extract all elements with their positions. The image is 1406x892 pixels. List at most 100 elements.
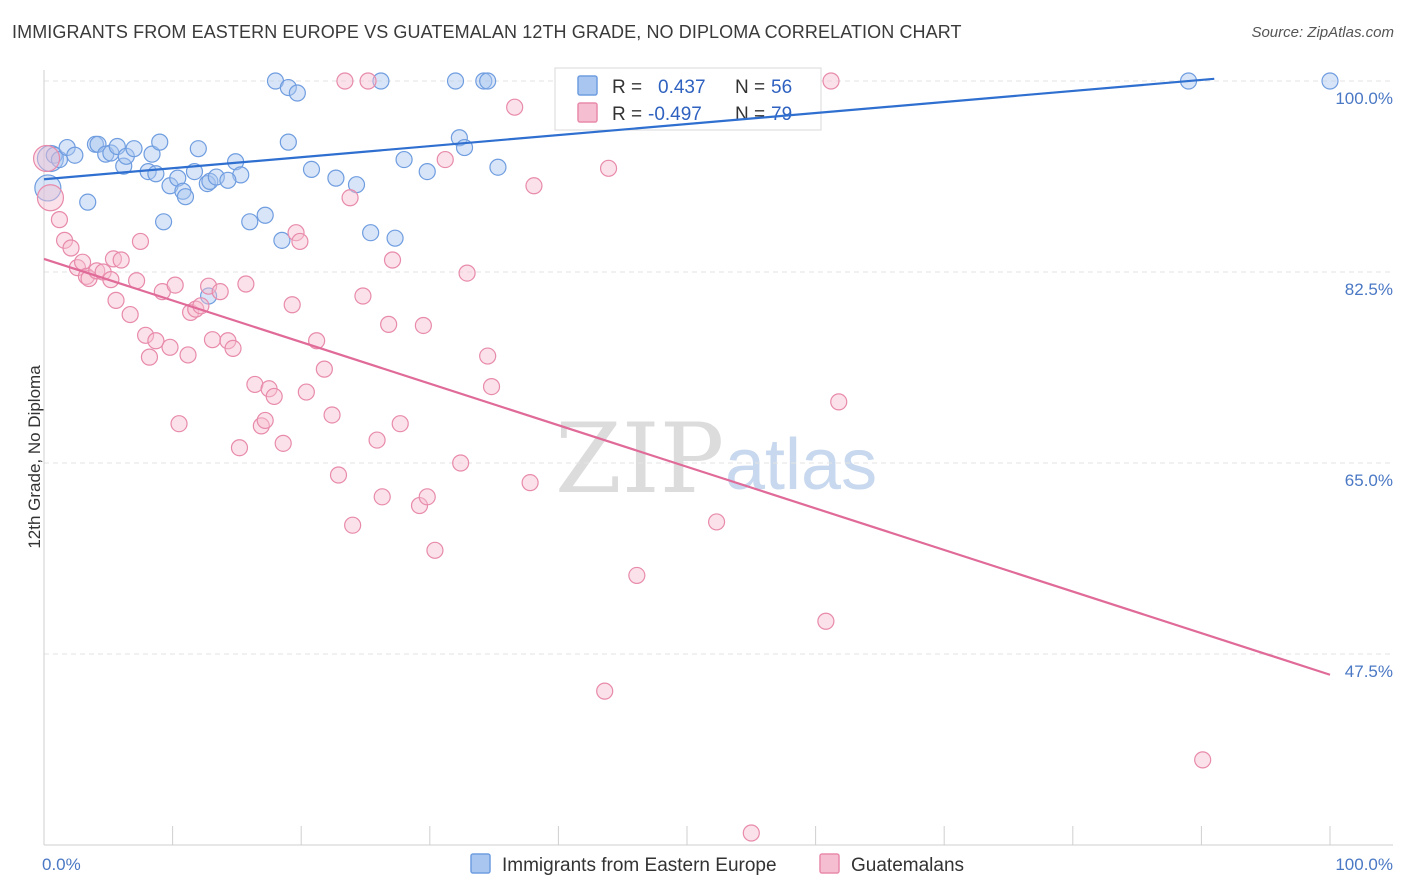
point-eastern-europe bbox=[154, 213, 173, 231]
point-guatemalan bbox=[224, 339, 242, 357]
source-credit: Source: ZipAtlas.com bbox=[1251, 24, 1394, 41]
point-guatemalan bbox=[297, 383, 315, 401]
point-guatemalan bbox=[283, 296, 301, 314]
point-eastern-europe bbox=[386, 229, 404, 247]
legend-n-value-blue: 56 bbox=[771, 77, 792, 98]
point-eastern-europe bbox=[241, 213, 259, 231]
point-guatemalan bbox=[136, 326, 155, 344]
point-guatemalan bbox=[287, 224, 305, 242]
point-eastern-europe bbox=[115, 157, 133, 175]
point-guatemalan bbox=[1194, 751, 1212, 769]
legend-r-value-pink: -0.497 bbox=[648, 104, 702, 125]
point-guatemalan bbox=[599, 159, 618, 177]
trendline-guatemalan bbox=[43, 257, 1331, 676]
point-guatemalan bbox=[62, 239, 80, 257]
point-eastern-europe bbox=[143, 145, 161, 163]
point-guatemalan bbox=[414, 316, 432, 335]
point-eastern-europe bbox=[256, 206, 274, 224]
point-eastern-europe bbox=[279, 133, 297, 151]
point-guatemalan bbox=[344, 516, 362, 534]
point-guatemalan bbox=[383, 251, 402, 269]
point-guatemalan bbox=[161, 338, 179, 356]
point-guatemalan bbox=[628, 566, 646, 585]
point-guatemalan bbox=[230, 439, 249, 457]
point-guatemalan bbox=[147, 332, 165, 350]
point-eastern-europe bbox=[125, 140, 143, 158]
gridlines bbox=[44, 80, 1393, 655]
legend-swatch-blue bbox=[577, 75, 598, 96]
point-guatemalan bbox=[179, 346, 197, 364]
point-guatemalan bbox=[359, 72, 377, 90]
point-guatemalan bbox=[323, 406, 341, 424]
point-eastern-europe bbox=[176, 188, 195, 206]
legend-swatch-pink bbox=[577, 102, 598, 123]
point-guatemalan bbox=[50, 211, 69, 229]
legend: R = 0.437 N = 56 R = -0.497 N = 79 bbox=[554, 67, 822, 131]
point-guatemalan bbox=[380, 315, 398, 333]
point-eastern-europe bbox=[66, 146, 84, 164]
point-eastern-europe bbox=[288, 84, 306, 102]
y-axis-label: 12th Grade, No Diploma bbox=[25, 365, 44, 549]
series-legend: Immigrants from Eastern Europe Guatemala… bbox=[470, 853, 964, 876]
point-eastern-europe bbox=[395, 150, 413, 169]
point-guatemalan bbox=[521, 474, 539, 492]
point-guatemalan bbox=[274, 434, 292, 452]
point-guatemalan bbox=[166, 276, 184, 294]
point-eastern-europe bbox=[232, 166, 250, 184]
point-guatemalan bbox=[452, 454, 470, 472]
point-guatemalan bbox=[265, 387, 283, 406]
point-guatemalan bbox=[418, 488, 436, 506]
y-tick-label: 100.0% bbox=[1335, 89, 1393, 108]
point-eastern-europe bbox=[475, 72, 493, 90]
legend-r-label-blue: R = bbox=[612, 77, 642, 98]
point-guatemalan bbox=[830, 393, 848, 411]
point-guatemalan bbox=[140, 348, 159, 366]
point-eastern-europe bbox=[34, 174, 62, 202]
point-guatemalan bbox=[112, 251, 130, 269]
point-eastern-europe bbox=[219, 171, 237, 189]
series-legend-label-pink: Guatemalans bbox=[851, 855, 964, 876]
point-guatemalan bbox=[817, 612, 835, 630]
point-guatemalan bbox=[121, 305, 139, 324]
legend-n-label-pink: N = bbox=[735, 104, 765, 125]
chart-title: IMMIGRANTS FROM EASTERN EUROPE VS GUATEM… bbox=[12, 22, 962, 42]
trendline-eastern-europe bbox=[43, 77, 1215, 181]
point-guatemalan bbox=[329, 466, 348, 484]
point-guatemalan bbox=[707, 513, 726, 531]
point-eastern-europe bbox=[198, 174, 216, 193]
watermark-atlas: atlas bbox=[725, 425, 877, 505]
point-guatemalan bbox=[73, 253, 92, 271]
point-guatemalan bbox=[479, 347, 497, 365]
x-tick-label-min: 0.0% bbox=[42, 855, 81, 874]
legend-r-value-blue: 0.437 bbox=[658, 77, 706, 98]
point-guatemalan bbox=[373, 488, 391, 506]
point-guatemalan bbox=[354, 287, 372, 305]
point-guatemalan bbox=[291, 232, 309, 251]
point-guatemalan bbox=[237, 275, 255, 293]
point-eastern-europe bbox=[362, 224, 380, 242]
legend-n-value-pink: 79 bbox=[771, 104, 792, 125]
watermark-zip: ZIP bbox=[555, 403, 724, 515]
legend-box bbox=[554, 67, 822, 131]
point-eastern-europe bbox=[1321, 72, 1339, 90]
point-guatemalan bbox=[482, 378, 501, 396]
point-eastern-europe bbox=[418, 162, 436, 181]
point-guatemalan bbox=[525, 177, 543, 195]
y-tick-label: 82.5% bbox=[1345, 280, 1393, 299]
series-legend-swatch-blue bbox=[470, 853, 491, 874]
point-eastern-europe bbox=[372, 72, 390, 90]
point-guatemalan bbox=[315, 360, 333, 378]
point-guatemalan bbox=[596, 682, 614, 700]
y-tick-label: 47.5% bbox=[1345, 662, 1393, 681]
point-guatemalan bbox=[107, 291, 125, 309]
point-guatemalan bbox=[426, 541, 444, 559]
legend-n-label-blue: N = bbox=[735, 77, 765, 98]
point-eastern-europe bbox=[450, 129, 468, 147]
point-guatemalan bbox=[131, 232, 150, 251]
point-eastern-europe bbox=[489, 158, 507, 176]
point-guatemalan bbox=[256, 411, 274, 430]
series-legend-swatch-pink bbox=[819, 853, 840, 874]
trendlines bbox=[43, 77, 1331, 676]
data-points bbox=[32, 72, 1339, 842]
